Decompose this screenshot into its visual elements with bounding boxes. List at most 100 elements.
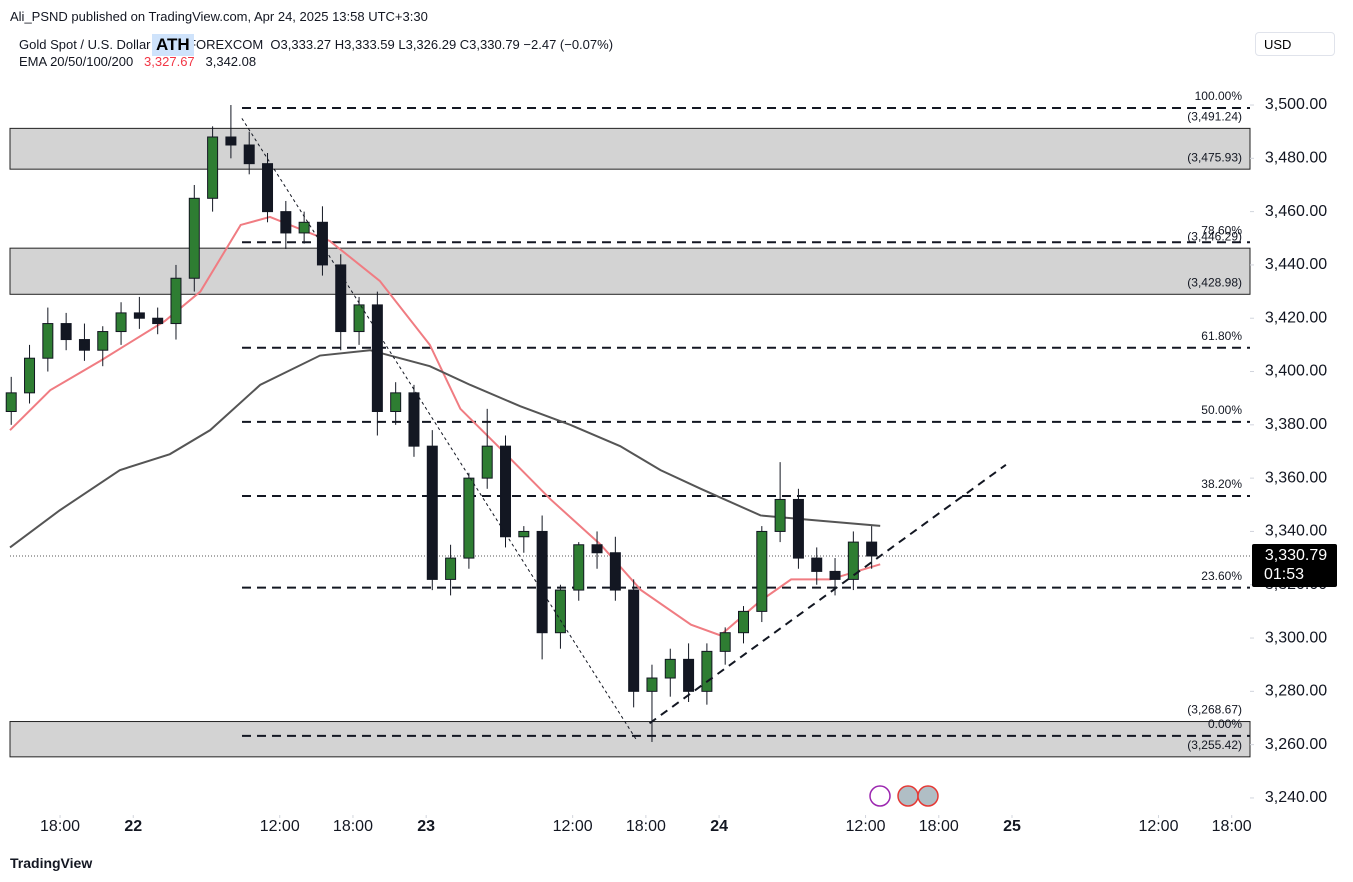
candle-body — [298, 221, 310, 234]
candle-body — [5, 392, 17, 413]
ema-value: 3,327.67 — [144, 54, 195, 69]
candle-body — [188, 197, 200, 279]
y-tick-label: 3,260.00 — [1265, 736, 1327, 753]
y-tick-label: 3,360.00 — [1265, 469, 1327, 486]
candle-body — [811, 557, 823, 572]
currency-button[interactable]: USD — [1255, 32, 1335, 56]
candle-body — [591, 544, 603, 554]
fib-label: 0.00% — [1208, 717, 1242, 731]
publisher: Ali_PSND published on TradingView.com, A… — [10, 9, 428, 24]
candle-body — [628, 589, 640, 692]
candle-body — [170, 277, 182, 325]
candle-body — [335, 264, 347, 333]
candle-body — [609, 552, 621, 591]
trendline — [241, 118, 637, 740]
fib-label: 38.20% — [1201, 477, 1242, 491]
candle-body — [774, 498, 786, 532]
price-tag — [1252, 543, 1337, 587]
event-icons — [869, 785, 939, 807]
candle-body — [225, 136, 237, 146]
zone-label: (3,255.42) — [1187, 738, 1242, 752]
y-tick-label: 3,500.00 — [1265, 96, 1327, 113]
x-tick-label: 12:00 — [1138, 818, 1178, 835]
candle-body — [847, 541, 859, 580]
ema-label: EMA 20/50/100/200 — [19, 54, 134, 69]
candle-body — [481, 445, 493, 479]
y-tick-label: 3,420.00 — [1265, 309, 1327, 326]
candle-body — [500, 445, 512, 538]
candle-body — [133, 312, 145, 319]
candle-body — [280, 211, 292, 234]
x-tick-label: 18:00 — [626, 818, 666, 835]
candle-body — [408, 392, 420, 447]
candle-body — [683, 658, 695, 692]
candle-body — [243, 144, 255, 165]
candle-body — [518, 530, 530, 538]
fib-label: 50.00% — [1201, 403, 1242, 417]
candle-body — [390, 392, 402, 413]
candle-body — [701, 650, 713, 692]
candle-body — [664, 658, 676, 679]
candle-body — [353, 304, 365, 333]
candle-body — [719, 632, 731, 652]
candle-body — [152, 317, 164, 325]
trendline — [648, 463, 1007, 725]
candle-body — [262, 163, 274, 213]
x-tick-label: 23 — [417, 818, 435, 835]
x-tick-label: 12:00 — [553, 818, 593, 835]
x-tick-label: 12:00 — [260, 818, 300, 835]
candle-body — [115, 312, 127, 333]
y-tick-label: 3,380.00 — [1265, 416, 1327, 433]
candle-body — [463, 477, 475, 559]
candle-body — [207, 136, 219, 199]
candle-body — [445, 557, 457, 580]
y-tick-label: 3,300.00 — [1265, 629, 1327, 646]
x-tick-label: 24 — [710, 818, 728, 835]
zone-label: (3,491.24) — [1187, 110, 1242, 124]
fib-label: 100.00% — [1195, 89, 1243, 103]
zone — [9, 721, 1251, 758]
candle-body — [792, 498, 804, 559]
candle-body — [24, 357, 36, 394]
y-tick-label: 3,280.00 — [1265, 683, 1327, 700]
zone-label: (3,446.29) — [1187, 229, 1242, 243]
zone-label: (3,428.98) — [1187, 275, 1242, 289]
x-tick-label: 25 — [1003, 818, 1021, 835]
candle-body — [426, 445, 438, 580]
symbol: Gold Spot / U.S. Dollar · 15 · FOREXCOM — [19, 37, 264, 52]
ema-line — [9, 349, 881, 549]
countdown: 01:53 — [1264, 566, 1304, 583]
x-tick-label: 22 — [124, 818, 142, 835]
candle-body — [573, 544, 585, 591]
ath-badge: ATH — [152, 34, 194, 56]
candle-body — [60, 323, 72, 341]
candle-body — [756, 530, 768, 612]
fib-label: 78.60% — [1201, 223, 1242, 237]
y-tick-label: 3,240.00 — [1265, 789, 1327, 806]
y-tick-label: 3,340.00 — [1265, 523, 1327, 540]
candle-body — [829, 570, 841, 580]
zone-label: (3,268.67) — [1187, 703, 1242, 717]
zone — [9, 127, 1251, 170]
candle-body — [42, 323, 54, 359]
candle-body — [738, 610, 750, 634]
zone-label: (3,475.93) — [1187, 150, 1242, 164]
y-tick-label: 3,400.00 — [1265, 363, 1327, 380]
fib-label: 23.60% — [1201, 569, 1242, 583]
candle-body — [536, 530, 548, 634]
ema-value: 3,342.08 — [205, 54, 257, 69]
fib-label: 61.80% — [1201, 329, 1242, 343]
x-tick-label: 18:00 — [1212, 818, 1252, 835]
zone — [9, 247, 1251, 295]
candle-body — [316, 221, 328, 266]
x-tick-label: 12:00 — [846, 818, 886, 835]
candle-body — [371, 304, 383, 413]
candle-body — [97, 331, 109, 351]
price-tag-label: 3,330.79 — [1265, 547, 1327, 564]
symbol-line: Gold Spot / U.S. Dollar · 15 · FOREXCOM … — [19, 37, 613, 52]
y-tick-label: 3,440.00 — [1265, 256, 1327, 273]
y-tick-label: 3,480.00 — [1265, 150, 1327, 167]
x-tick-label: 18:00 — [919, 818, 959, 835]
